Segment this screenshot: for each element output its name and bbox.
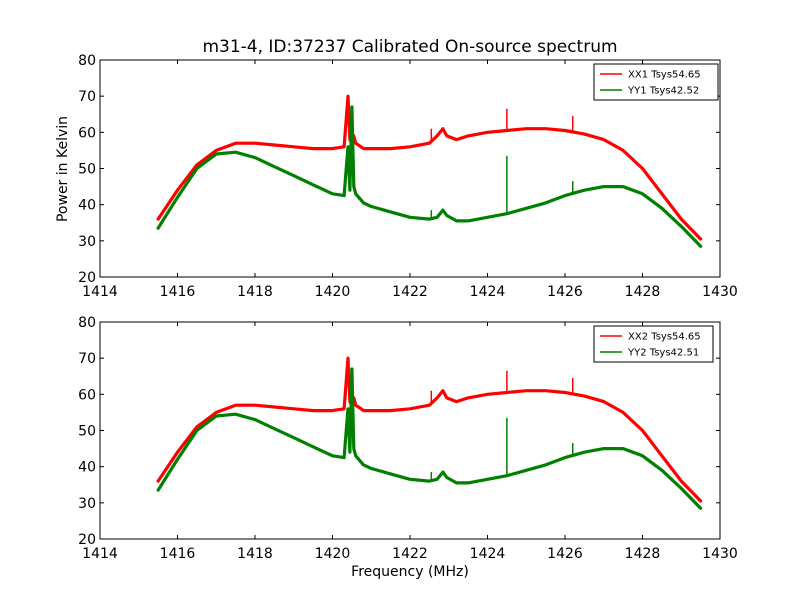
x-tick-label: 1424	[470, 546, 506, 562]
legend-label: YY1 Tsys42.52	[627, 86, 699, 97]
y-tick-label: 80	[78, 53, 96, 69]
top-panel: 1414 1416 1418 1420 1422 1424 1426 1428 1430 20 30…	[78, 53, 738, 300]
y-tick-label: 20	[78, 532, 96, 548]
x-tick-label: 1420	[315, 284, 351, 300]
x-tick-label: 1414	[82, 284, 118, 300]
y-tick-label: 30	[78, 496, 96, 512]
x-tick-label: 1430	[702, 546, 738, 562]
y-tick-label: 80	[78, 315, 96, 331]
x-tick-label: 1422	[392, 546, 428, 562]
legend: XX1 Tsys54.65 YY1 Tsys42.52	[593, 63, 719, 101]
legend-box	[593, 325, 714, 363]
x-tick-label: 1428	[625, 284, 661, 300]
y-tick-label: 50	[78, 162, 96, 178]
y-tick-label: 20	[78, 270, 96, 286]
series-line-xx	[156, 94, 703, 241]
x-tick-label: 1414	[82, 546, 118, 562]
x-tick-label: 1428	[625, 546, 661, 562]
series-line-yy	[156, 367, 703, 510]
series-group	[156, 356, 703, 510]
y-tick-label: 40	[78, 460, 96, 476]
bottom-panel: 1414 1416 1418 1420 1422 1424 1426 1428 1430 20 30…	[78, 315, 738, 562]
y-tick-label: 60	[78, 387, 96, 403]
x-tick-label: 1416	[160, 546, 196, 562]
x-tick-label: 1422	[392, 284, 428, 300]
x-tick-label: 1418	[237, 546, 273, 562]
x-tick-label: 1420	[315, 546, 351, 562]
series-line-xx	[156, 356, 703, 503]
x-tick-label: 1416	[160, 284, 196, 300]
y-tick-label: 60	[78, 125, 96, 141]
legend-label: XX1 Tsys54.65	[628, 70, 701, 81]
x-tick-label: 1424	[470, 284, 506, 300]
y-tick-label: 70	[78, 89, 96, 105]
x-tick-label: 1430	[702, 284, 738, 300]
x-tick-label: 1426	[547, 284, 583, 300]
y-axis-label: Power in Kelvin	[55, 116, 71, 222]
legend: XX2 Tsys54.65 YY2 Tsys42.51	[593, 325, 714, 363]
y-tick-label: 50	[78, 424, 96, 440]
y-tick-label: 40	[78, 198, 96, 214]
series-line-yy	[156, 105, 703, 248]
legend-box	[593, 63, 719, 101]
legend-label: YY2 Tsys42.51	[627, 348, 699, 359]
legend-label: XX2 Tsys54.65	[628, 332, 701, 343]
series-group	[156, 94, 703, 248]
x-tick-label: 1418	[237, 284, 273, 300]
x-tick-label: 1426	[547, 546, 583, 562]
x-axis-label: Frequency (MHz)	[351, 564, 469, 580]
chart-title: m31-4, ID:37237 Calibrated On-source spe…	[202, 37, 617, 57]
y-tick-label: 70	[78, 351, 96, 367]
y-tick-label: 30	[78, 234, 96, 250]
